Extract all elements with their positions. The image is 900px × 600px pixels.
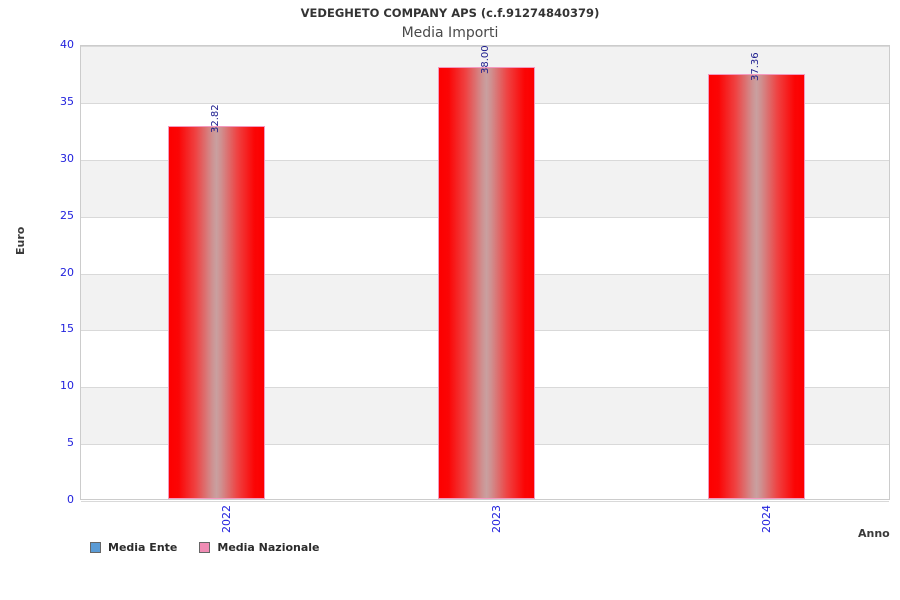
y-axis-tick-label: 40 [60, 38, 74, 51]
chart-legend: Media Ente Media Nazionale [90, 541, 320, 554]
bar-value-label: 37.36 [750, 52, 761, 82]
y-axis-tick-label: 20 [60, 265, 74, 279]
y-axis-tick-label: 0 [67, 493, 74, 506]
chart-title: VEDEGHETO COMPANY APS (c.f.91274840379) [300, 6, 600, 20]
legend-swatch-icon [199, 542, 211, 553]
legend-item-1[interactable]: Media Ente [90, 541, 177, 554]
y-axis-tick-label: 30 [60, 151, 74, 165]
legend-item-2[interactable]: Media Nazionale [199, 541, 320, 554]
y-axis-tick-label: 15 [60, 322, 74, 336]
x-axis-title: Anno [858, 527, 890, 540]
y-axis-tick-labels: 0 5 10 15 20 25 30 35 40 [28, 38, 74, 506]
plot-area: 32.82 38.00 37.36 [80, 45, 890, 502]
bar-value-label: 32.82 [210, 104, 221, 133]
x-axis-tick-label: 2023 [490, 505, 503, 533]
gridline [81, 46, 889, 47]
gridline [81, 501, 889, 502]
y-axis-tick-label: 10 [60, 379, 74, 393]
bar[interactable] [167, 125, 265, 499]
x-axis-tick-label: 2022 [220, 505, 233, 533]
x-axis-tick-label: 2024 [760, 505, 773, 533]
bar[interactable] [707, 74, 805, 499]
y-axis-tick-label: 35 [60, 94, 74, 108]
legend-swatch-icon [90, 542, 101, 553]
bar[interactable] [437, 66, 535, 499]
bar-value-label: 38.00 [480, 45, 491, 74]
legend-label: Media Ente [108, 541, 178, 554]
y-axis-tick-label: 5 [67, 436, 74, 450]
y-axis-title: Euro [14, 226, 27, 255]
legend-label: Media Nazionale [217, 541, 320, 554]
chart-subtitle: Media Importi [401, 25, 499, 41]
y-axis-tick-label: 25 [60, 208, 74, 222]
